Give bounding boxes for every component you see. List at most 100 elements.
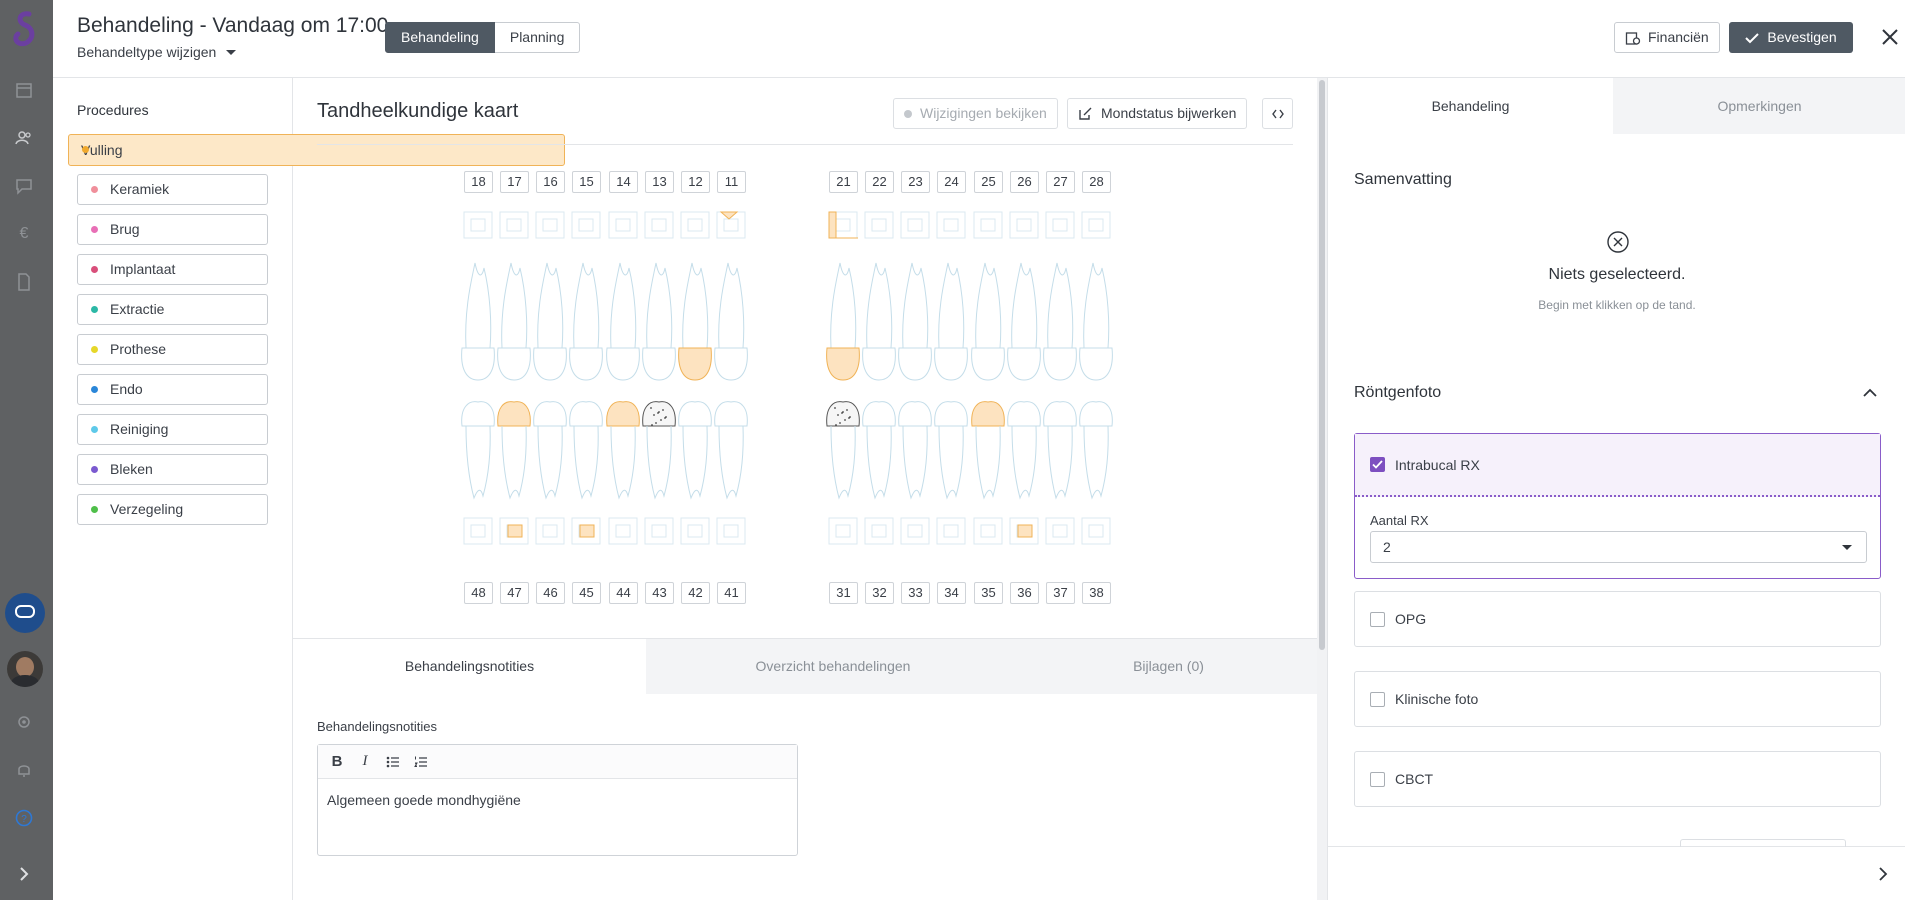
tooth-number[interactable]: 13 [645,171,674,193]
tooth-number[interactable]: 34 [937,582,966,604]
procedure-item[interactable]: Endo [77,374,268,405]
right-footer [1328,839,1905,900]
procedure-item[interactable]: Reiniging [77,414,268,445]
klinische-foto-checkbox[interactable] [1370,691,1385,707]
tooth-number[interactable]: 25 [974,171,1003,193]
expand-icon[interactable] [14,864,34,884]
edit-icon [1079,107,1092,120]
tooth-number[interactable]: 36 [1010,582,1039,604]
procedure-item[interactable]: Extractie [77,294,268,325]
tooth-number[interactable]: 31 [829,582,858,604]
intrabucal-checkbox[interactable] [1370,457,1385,472]
tooth-number[interactable]: 24 [937,171,966,193]
behandeltype-dropdown[interactable]: Behandeltype wijzigen [77,44,237,60]
logo-icon[interactable] [9,10,41,50]
intrabucal-rx-option[interactable]: Intrabucal RX [1355,434,1880,497]
tooth-number[interactable]: 46 [536,582,565,604]
tooth-number[interactable]: 35 [974,582,1003,604]
procedure-item[interactable]: Brug [77,214,268,245]
document-icon[interactable] [14,272,34,292]
numbered-list-icon[interactable] [408,749,434,775]
tooth-number[interactable]: 12 [681,171,710,193]
procedure-item[interactable]: Prothese [77,334,268,365]
tab-opmerkingen[interactable]: Opmerkingen [1613,78,1905,134]
bell-icon[interactable] [14,760,34,780]
tooth-number[interactable]: 44 [609,582,638,604]
option-cbct[interactable]: CBCT [1354,751,1881,807]
procedure-item[interactable]: Verzegeling [77,494,268,525]
support-chat-icon[interactable] [5,593,45,633]
procedure-item[interactable]: Bleken [77,454,268,485]
calendar-icon[interactable] [14,80,34,100]
procedure-label: Verzegeling [110,501,184,517]
notes-text[interactable]: Algemeen goede mondhygiëne [327,792,521,808]
procedure-label: Keramiek [110,181,170,197]
cbct-checkbox[interactable] [1370,771,1385,787]
tooth-number[interactable]: 18 [464,171,493,193]
tab-behandeling[interactable]: Behandeling [385,22,495,53]
tooth-number[interactable]: 26 [1010,171,1039,193]
tab-behandelingsnotities[interactable]: Behandelingsnotities [293,639,646,694]
close-circle-icon [1607,231,1629,253]
tooth-number[interactable]: 27 [1046,171,1075,193]
tooth-number[interactable]: 16 [536,171,565,193]
code-toggle-button[interactable] [1262,98,1293,129]
close-icon[interactable] [1877,24,1903,50]
tooth-number[interactable]: 11 [717,171,746,193]
tooth-number[interactable]: 45 [572,582,601,604]
scrollbar[interactable] [1317,78,1327,900]
tooth-number[interactable]: 23 [901,171,930,193]
aantal-rx-select[interactable]: 2 [1370,531,1867,563]
page-title: Behandeling - Vandaag om 17:00 [77,14,389,37]
option-klinische-foto[interactable]: Klinische foto [1354,671,1881,727]
procedure-color-dot [91,266,98,273]
avatar[interactable] [7,651,43,687]
chevron-right-icon[interactable] [1876,866,1890,882]
tooth-number[interactable]: 38 [1082,582,1111,604]
procedure-item[interactable]: Keramiek [77,174,268,205]
italic-icon[interactable]: I [362,753,368,769]
tooth-number[interactable]: 28 [1082,171,1111,193]
tooth-number[interactable]: 32 [865,582,894,604]
financien-button[interactable]: Financiën [1614,22,1720,53]
opg-checkbox[interactable] [1370,611,1385,627]
mondstatus-bijwerken-button[interactable]: Mondstatus bijwerken [1067,98,1248,129]
divider [317,144,1293,145]
bullet-list-icon[interactable] [380,749,406,775]
option-opg[interactable]: OPG [1354,591,1881,647]
procedure-label: Bleken [110,461,153,477]
tooth-number[interactable]: 43 [645,582,674,604]
tooth-number[interactable]: 37 [1046,582,1075,604]
procedure-color-dot [91,306,98,313]
help-icon[interactable]: ? [14,808,34,828]
tab-planning[interactable]: Planning [494,22,581,53]
tooth-number[interactable]: 48 [464,582,493,604]
tab-right-behandeling[interactable]: Behandeling [1328,78,1613,134]
opg-label: OPG [1395,611,1427,627]
notes-editor[interactable]: B I Algemeen goede mondhygiëne [317,744,798,856]
tooth-number[interactable]: 14 [609,171,638,193]
tab-bijlagen[interactable]: Bijlagen (0) [1020,639,1317,694]
tooth-chart[interactable] [293,78,1317,638]
procedure-item[interactable]: Implantaat [77,254,268,285]
bold-icon[interactable]: B [331,753,343,770]
euro-icon[interactable]: € [19,225,29,242]
users-icon[interactable] [14,128,34,148]
tooth-number[interactable]: 15 [572,171,601,193]
wijzigingen-bekijken-button[interactable]: Wijzigingen bekijken [893,98,1058,129]
chat-icon[interactable] [14,176,34,196]
status-dot-icon [904,109,912,118]
tooth-number[interactable]: 41 [717,582,746,604]
procedure-item[interactable]: Vulling [68,134,565,166]
tooth-number[interactable]: 21 [829,171,858,193]
tooth-number[interactable]: 17 [500,171,529,193]
scrollbar-thumb[interactable] [1319,80,1325,650]
tooth-number[interactable]: 47 [500,582,529,604]
tooth-number[interactable]: 33 [901,582,930,604]
tooth-number[interactable]: 42 [681,582,710,604]
tab-overzicht-behandelingen[interactable]: Overzicht behandelingen [646,639,1020,694]
tooth-number[interactable]: 22 [865,171,894,193]
settings-icon[interactable] [14,712,34,732]
bevestigen-button[interactable]: Bevestigen [1729,22,1853,53]
chevron-up-icon[interactable] [1862,385,1878,401]
